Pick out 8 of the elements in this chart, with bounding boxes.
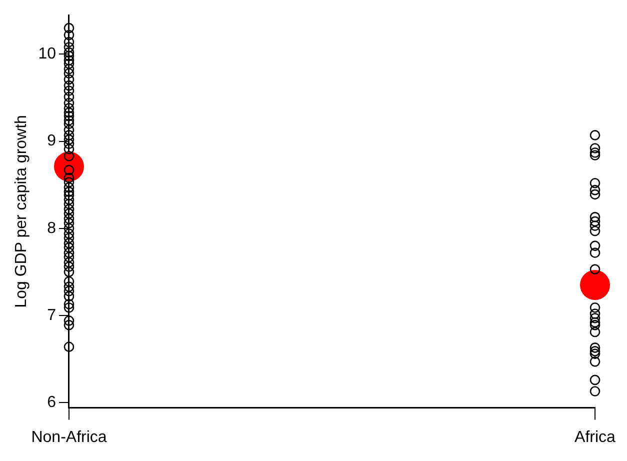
x-tick-label: Africa <box>574 428 616 446</box>
y-tick-label: 8 <box>47 220 56 237</box>
y-tick-label: 9 <box>47 132 56 150</box>
y-tick-label: 10 <box>38 46 56 63</box>
y-tick-label: 6 <box>47 394 56 411</box>
y-tick-label: 7 <box>47 306 56 324</box>
x-tick-label: Non-Africa <box>31 428 107 446</box>
y-axis-title: Log GDP per capita growth <box>13 115 30 308</box>
